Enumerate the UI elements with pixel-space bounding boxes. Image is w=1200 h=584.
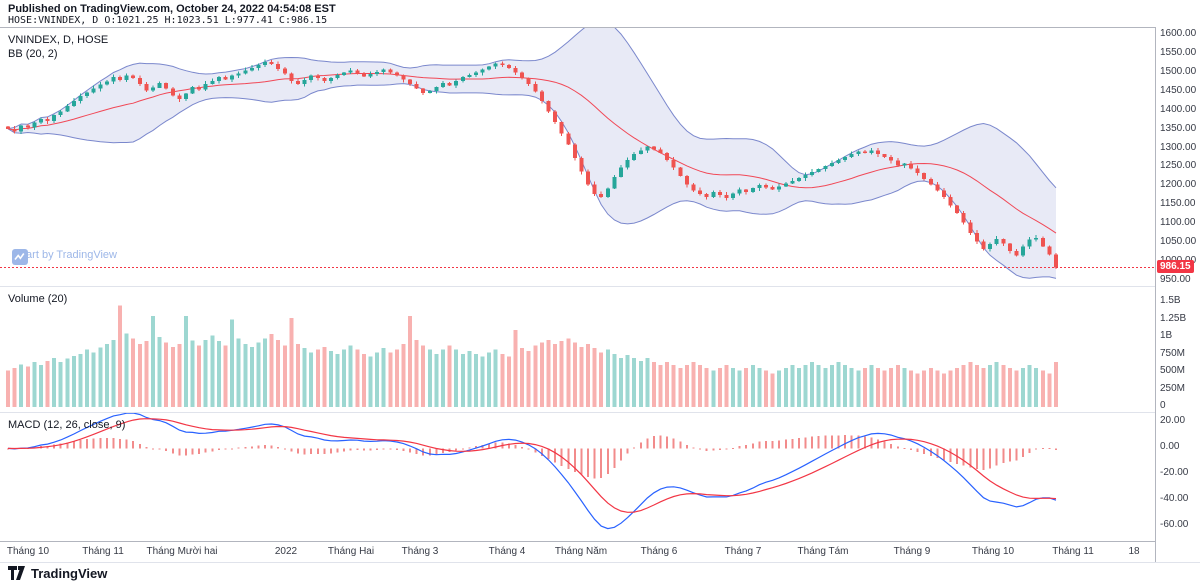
time-axis-label: Tháng 7 <box>724 546 762 557</box>
time-axis-label: Tháng 3 <box>401 546 439 557</box>
price-tick-label: 1250.00 <box>1160 160 1197 172</box>
price-tick-label: 1450.00 <box>1160 84 1197 96</box>
price-tick-label: 1100.00 <box>1160 217 1196 229</box>
time-axis-label: Tháng 10 <box>971 546 1015 557</box>
price-tick-label: 1150.00 <box>1160 198 1196 210</box>
price-tick-label: 950.00 <box>1160 274 1191 286</box>
volume-tick-label: 250M <box>1160 382 1186 394</box>
volume-tick-label: 500M <box>1160 365 1186 376</box>
volume-tick-label: 1.25B <box>1160 312 1187 324</box>
tradingview-watermark[interactable]: Chart by TradingView <box>12 249 117 265</box>
time-axis-label: Tháng 11 <box>1052 546 1094 557</box>
price-tick-label: 1300.00 <box>1160 141 1197 153</box>
macd-chart-canvas[interactable] <box>0 413 1155 542</box>
price-chart-canvas[interactable] <box>0 28 1155 287</box>
volume-tick-label: 750M <box>1160 347 1186 359</box>
time-axis-label: 18 <box>1128 546 1140 557</box>
price-tick-label: 1550.00 <box>1160 46 1197 58</box>
time-axis-label: Tháng Tám <box>797 546 849 557</box>
macd-tick-label: -60.00 <box>1160 519 1189 531</box>
price-tick-label: 1200.00 <box>1160 179 1197 191</box>
volume-panel[interactable]: Volume (20) <box>0 286 1155 413</box>
price-tick-label: 1500.00 <box>1160 65 1197 77</box>
volume-tick-label: 0 <box>1160 400 1166 411</box>
price-tick-label: 1600.00 <box>1160 27 1197 39</box>
macd-legend: MACD (12, 26, close, 9) <box>8 419 126 431</box>
time-axis-label: Tháng 11 <box>82 546 124 557</box>
time-axis-label: Tháng 6 <box>640 546 678 557</box>
time-axis-label: Tháng 4 <box>488 546 526 557</box>
watermark-label: Chart by TradingView <box>12 249 117 261</box>
macd-tick-label: 0.00 <box>1160 441 1180 453</box>
symbol-ohlc-line: HOSE:VNINDEX, D O:1021.25 H:1023.51 L:97… <box>8 15 328 26</box>
price-legend: VNINDEX, D, HOSE BB (20, 2) <box>8 33 108 61</box>
macd-tick-label: 20.00 <box>1160 415 1186 427</box>
price-tick-label: 1350.00 <box>1160 122 1197 134</box>
price-scale-axis[interactable]: 986.15 1600.00 1550.00 1500.00 1450.00 1400.… <box>1155 27 1200 562</box>
tradingview-logo-icon <box>8 566 25 580</box>
volume-tick-label: 1.5B <box>1160 295 1181 306</box>
macd-panel[interactable]: MACD (12, 26, close, 9) <box>0 412 1155 542</box>
volume-legend: Volume (20) <box>8 293 68 305</box>
time-axis-label: Tháng 9 <box>893 546 931 557</box>
tradingview-watermark-logo-icon <box>12 249 28 265</box>
macd-tick-label: -40.00 <box>1160 493 1189 505</box>
footer-bar: TradingView <box>0 562 1200 583</box>
footer-brand[interactable]: TradingView <box>31 565 108 581</box>
bb-indicator-legend: BB (20, 2) <box>8 48 58 60</box>
time-axis-label: Tháng Năm <box>554 546 608 557</box>
time-axis-label: 2022 <box>274 546 298 557</box>
price-tick-label: 1400.00 <box>1160 103 1197 115</box>
volume-chart-canvas[interactable] <box>0 287 1155 413</box>
time-axis-label: Tháng Mười hai <box>146 546 218 557</box>
time-axis-label: Tháng 10 <box>6 546 50 557</box>
chart-header: Published on TradingView.com, October 24… <box>0 0 1200 27</box>
symbol-legend: VNINDEX, D, HOSE <box>8 34 109 46</box>
price-tick-label: 1050.00 <box>1160 236 1197 248</box>
macd-tick-label: -20.00 <box>1160 467 1189 479</box>
time-axis[interactable]: Tháng 10 Tháng 11 Tháng Mười hai 2022 Tháng … <box>0 541 1155 563</box>
last-price-label: 986.15 <box>1157 259 1194 273</box>
time-axis-label: Tháng Hai <box>327 546 375 557</box>
published-line: Published on TradingView.com, October 24… <box>8 3 336 15</box>
volume-tick-label: 1B <box>1160 330 1173 341</box>
price-panel[interactable]: Chart by TradingView VNINDEX, D, HOSE BB… <box>0 27 1155 287</box>
